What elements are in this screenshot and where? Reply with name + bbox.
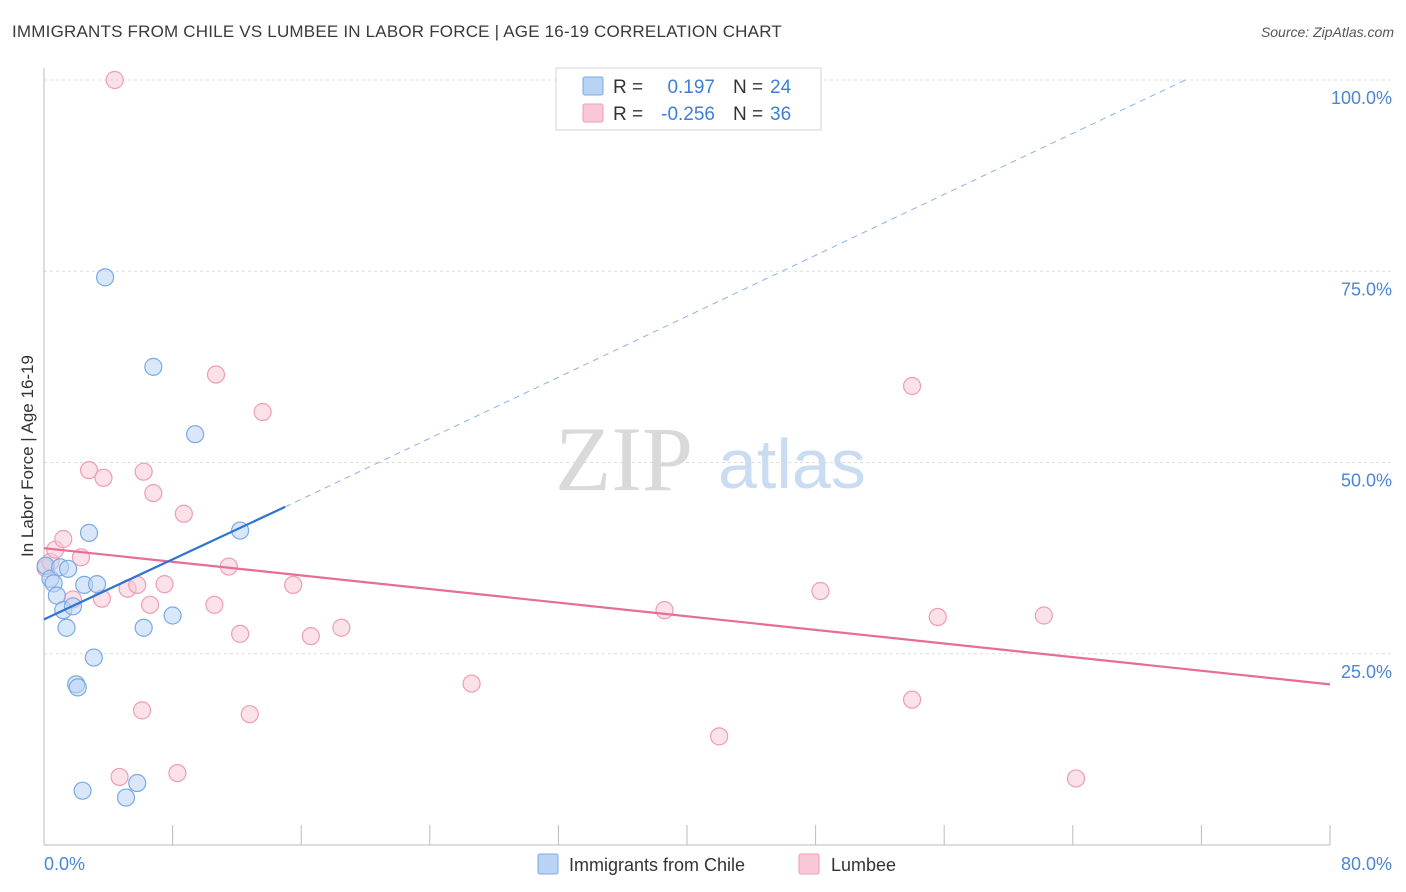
series-legend: Immigrants from Chile Lumbee xyxy=(537,853,896,875)
lumbee-point xyxy=(155,575,174,594)
lumbee-point xyxy=(710,727,729,746)
lumbee-point xyxy=(105,70,124,90)
gridlines xyxy=(44,79,1392,655)
lumbee-point xyxy=(144,484,163,503)
trend-lines xyxy=(43,79,1331,686)
lumbee-point xyxy=(655,601,674,620)
legend-r-value-blue: 0.197 xyxy=(667,77,715,98)
y-tick-label: 25.0% xyxy=(1341,662,1392,682)
y-tick-label: 100.0% xyxy=(1331,88,1392,108)
y-axis-title: In Labor Force | Age 16-19 xyxy=(18,355,37,557)
y-axis-tick-labels: 25.0% 50.0% 75.0% 100.0% xyxy=(1331,88,1392,682)
lumbee-point xyxy=(205,595,224,614)
legend-n-value-blue: 24 xyxy=(770,77,792,98)
watermark-atlas: atlas xyxy=(718,425,866,503)
watermark-zip: ZIP xyxy=(555,408,693,510)
legend-n-value-pink: 36 xyxy=(770,104,791,125)
chile-point xyxy=(87,575,107,594)
legend-r-label-pink: R = xyxy=(613,104,643,125)
lumbee-point xyxy=(168,763,187,783)
chile-point xyxy=(186,425,205,444)
chile-point xyxy=(163,606,182,625)
lumbee-point xyxy=(94,468,113,487)
lumbee-point xyxy=(240,705,259,724)
chile-point xyxy=(128,773,147,793)
chile-point xyxy=(95,268,115,287)
x-axis-ticks xyxy=(172,825,1331,845)
lumbee-point xyxy=(811,581,830,601)
lumbee-point xyxy=(462,674,481,693)
chile-point xyxy=(134,618,153,637)
source-credit: Source: ZipAtlas.com xyxy=(1260,24,1394,40)
chile-point xyxy=(116,788,136,807)
legend-swatch-pink xyxy=(582,103,604,123)
chart-title: IMMIGRANTS FROM CHILE VS LUMBEE IN LABOR… xyxy=(12,22,782,41)
chile-trend-line-extended xyxy=(284,79,1186,508)
chile-point xyxy=(59,559,78,578)
lumbee-point xyxy=(1034,606,1053,625)
lumbee-point xyxy=(1066,769,1086,788)
lumbee-point xyxy=(301,627,320,646)
x-tick-label-min: 0.0% xyxy=(44,854,85,874)
chile-point xyxy=(57,618,76,637)
y-tick-label: 75.0% xyxy=(1341,279,1392,299)
lumbee-point xyxy=(79,461,99,480)
legend-n-label-blue: N = xyxy=(733,77,763,98)
lumbee-point xyxy=(928,607,947,627)
lumbee-point xyxy=(902,690,922,709)
lumbee-trend-line xyxy=(43,547,1331,686)
series-legend-swatch-lumbee xyxy=(798,853,820,875)
stats-legend: R = 0.197 N = 24 R = -0.256 N = 36 xyxy=(555,67,822,131)
legend-swatch-blue xyxy=(582,76,604,96)
chile-point xyxy=(73,781,92,800)
chile-point xyxy=(68,678,87,697)
legend-r-value-pink: -0.256 xyxy=(661,104,715,125)
lumbee-point xyxy=(110,767,129,787)
lumbee-point xyxy=(902,376,922,396)
lumbee-point xyxy=(134,462,153,481)
legend-n-label-pink: N = xyxy=(733,104,763,125)
lumbee-point xyxy=(174,504,193,523)
chile-point xyxy=(79,523,99,542)
x-tick-label-max: 80.0% xyxy=(1341,854,1392,874)
lumbee-point xyxy=(132,701,152,720)
lumbee-point xyxy=(284,575,303,595)
lumbee-point xyxy=(231,624,250,643)
series-legend-swatch-chile xyxy=(537,853,559,875)
lumbee-point xyxy=(54,529,73,549)
lumbee-point xyxy=(332,618,351,637)
y-tick-label: 50.0% xyxy=(1341,471,1392,491)
lumbee-point xyxy=(206,365,226,384)
chile-point xyxy=(144,357,163,376)
chile-trend-line xyxy=(43,505,286,621)
series-legend-label-lumbee: Lumbee xyxy=(831,855,896,875)
legend-r-label-blue: R = xyxy=(613,77,643,98)
chile-point xyxy=(84,648,103,667)
lumbee-point xyxy=(140,595,160,614)
series-legend-label-chile: Immigrants from Chile xyxy=(569,855,745,875)
lumbee-point xyxy=(253,402,272,422)
